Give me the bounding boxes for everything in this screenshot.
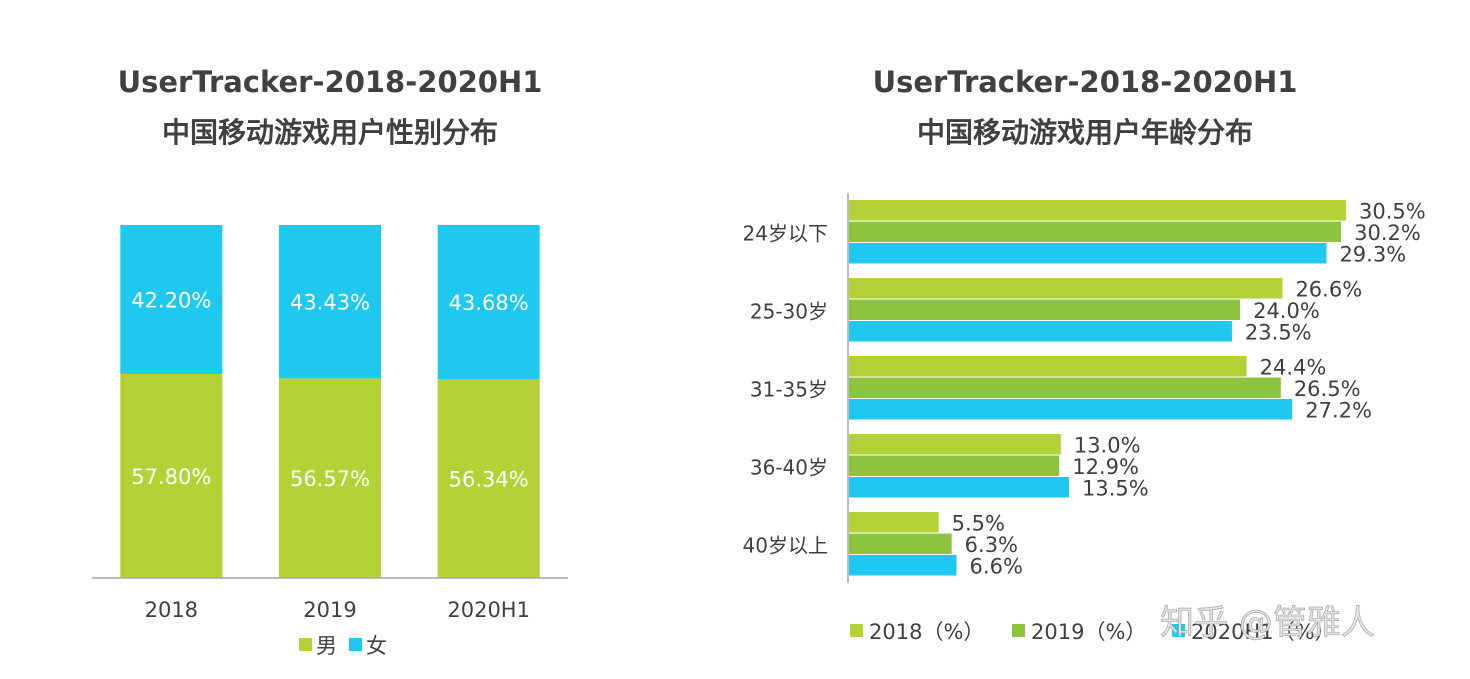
- bar-label-24岁以下-series-0: 30.5%: [1359, 200, 1426, 224]
- y-tick-label-25-30岁: 25-30岁: [750, 299, 828, 323]
- y-tick-label-31-35岁: 31-35岁: [750, 377, 828, 401]
- bar-31-35岁-series-2: [849, 399, 1293, 420]
- legend-swatch-series-2: [1172, 624, 1185, 637]
- legend-label-male: 男: [316, 634, 337, 658]
- bar-label-female-2019: 43.43%: [290, 291, 370, 315]
- y-tick-label-40岁以上: 40岁以上: [743, 533, 828, 557]
- gender-chart-title: UserTracker-2018-2020H1: [118, 65, 543, 99]
- x-tick-label-2018: 2018: [145, 598, 198, 622]
- bar-label-40岁以上-series-1: 6.3%: [965, 533, 1018, 557]
- bar-label-male-2020H1: 56.34%: [449, 468, 529, 492]
- bar-label-31-35岁-series-1: 26.5%: [1294, 377, 1361, 401]
- gender-chart-subtitle: 中国移动游戏用户性别分布: [162, 116, 498, 149]
- bar-36-40岁-series-0: [849, 434, 1061, 455]
- bar-25-30岁-series-1: [849, 299, 1241, 320]
- watermark: 知乎 @管雅人: [1160, 603, 1375, 643]
- age-chart: 30.5%30.2%29.3% 24岁以下 26.6%24.0%23.5% 25-30…: [743, 193, 1426, 644]
- bar-25-30岁-series-2: [849, 321, 1232, 342]
- legend-label-female: 女: [366, 634, 387, 658]
- bar-label-36-40岁-series-2: 13.5%: [1082, 477, 1149, 501]
- bar-24岁以下-series-2: [849, 243, 1327, 264]
- bar-label-25-30岁-series-0: 26.6%: [1295, 278, 1362, 302]
- bar-female-2018: [120, 225, 223, 374]
- bar-40岁以上-series-0: [849, 512, 939, 533]
- age-chart-title: UserTracker-2018-2020H1: [873, 65, 1298, 99]
- bar-25-30岁-series-0: [849, 278, 1283, 299]
- bar-label-male-2019: 56.57%: [290, 467, 370, 491]
- bar-31-35岁-series-1: [849, 377, 1281, 398]
- legend-swatch-female: [349, 638, 362, 651]
- x-tick-label-2019: 2019: [303, 598, 356, 622]
- bar-male-2018: [120, 373, 223, 578]
- y-tick-label-24岁以下: 24岁以下: [743, 221, 828, 245]
- bar-label-25-30岁-series-1: 24.0%: [1253, 299, 1320, 323]
- bar-36-40岁-series-2: [849, 477, 1069, 498]
- legend-label-series-0: 2018（%）: [869, 620, 984, 644]
- bar-label-female-2020H1: 43.68%: [449, 291, 529, 315]
- bar-label-31-35岁-series-0: 24.4%: [1260, 356, 1327, 380]
- bar-male-2020H1: [437, 379, 540, 578]
- legend-label-series-2: 2020H1（%）: [1191, 620, 1336, 644]
- bar-label-24岁以下-series-1: 30.2%: [1354, 221, 1421, 245]
- bar-40岁以上-series-2: [849, 555, 957, 576]
- legend-swatch-series-1: [1012, 624, 1025, 637]
- bar-label-31-35岁-series-2: 27.2%: [1305, 399, 1372, 423]
- bar-label-36-40岁-series-0: 13.0%: [1074, 434, 1141, 458]
- legend-swatch-male: [299, 638, 312, 651]
- bar-label-25-30岁-series-2: 23.5%: [1245, 321, 1312, 345]
- bar-label-male-2018: 57.80%: [131, 465, 211, 489]
- bar-female-2020H1: [437, 224, 540, 380]
- x-tick-label-2020H1: 2020H1: [447, 598, 530, 622]
- bar-label-24岁以下-series-2: 29.3%: [1339, 243, 1406, 267]
- legend-label-series-1: 2019（%）: [1031, 620, 1146, 644]
- bar-36-40岁-series-1: [849, 455, 1060, 476]
- y-tick-label-36-40岁: 36-40岁: [750, 455, 828, 479]
- bar-label-40岁以上-series-0: 5.5%: [952, 512, 1005, 536]
- legend-swatch-series-0: [850, 624, 863, 637]
- bar-label-female-2018: 42.20%: [131, 288, 211, 312]
- bar-31-35岁-series-0: [849, 356, 1247, 377]
- bar-40岁以上-series-1: [849, 533, 952, 554]
- bar-label-40岁以上-series-2: 6.6%: [970, 555, 1023, 579]
- bar-female-2019: [279, 225, 381, 379]
- age-chart-subtitle: 中国移动游戏用户年龄分布: [917, 116, 1253, 149]
- bar-24岁以下-series-0: [849, 200, 1346, 221]
- bar-male-2019: [279, 378, 381, 578]
- bar-24岁以下-series-1: [849, 221, 1342, 242]
- bar-label-36-40岁-series-1: 12.9%: [1072, 455, 1139, 479]
- gender-chart: 57.80% 42.20% 2018 56.57% 43.43% 2019 56.34% 43…: [92, 224, 568, 658]
